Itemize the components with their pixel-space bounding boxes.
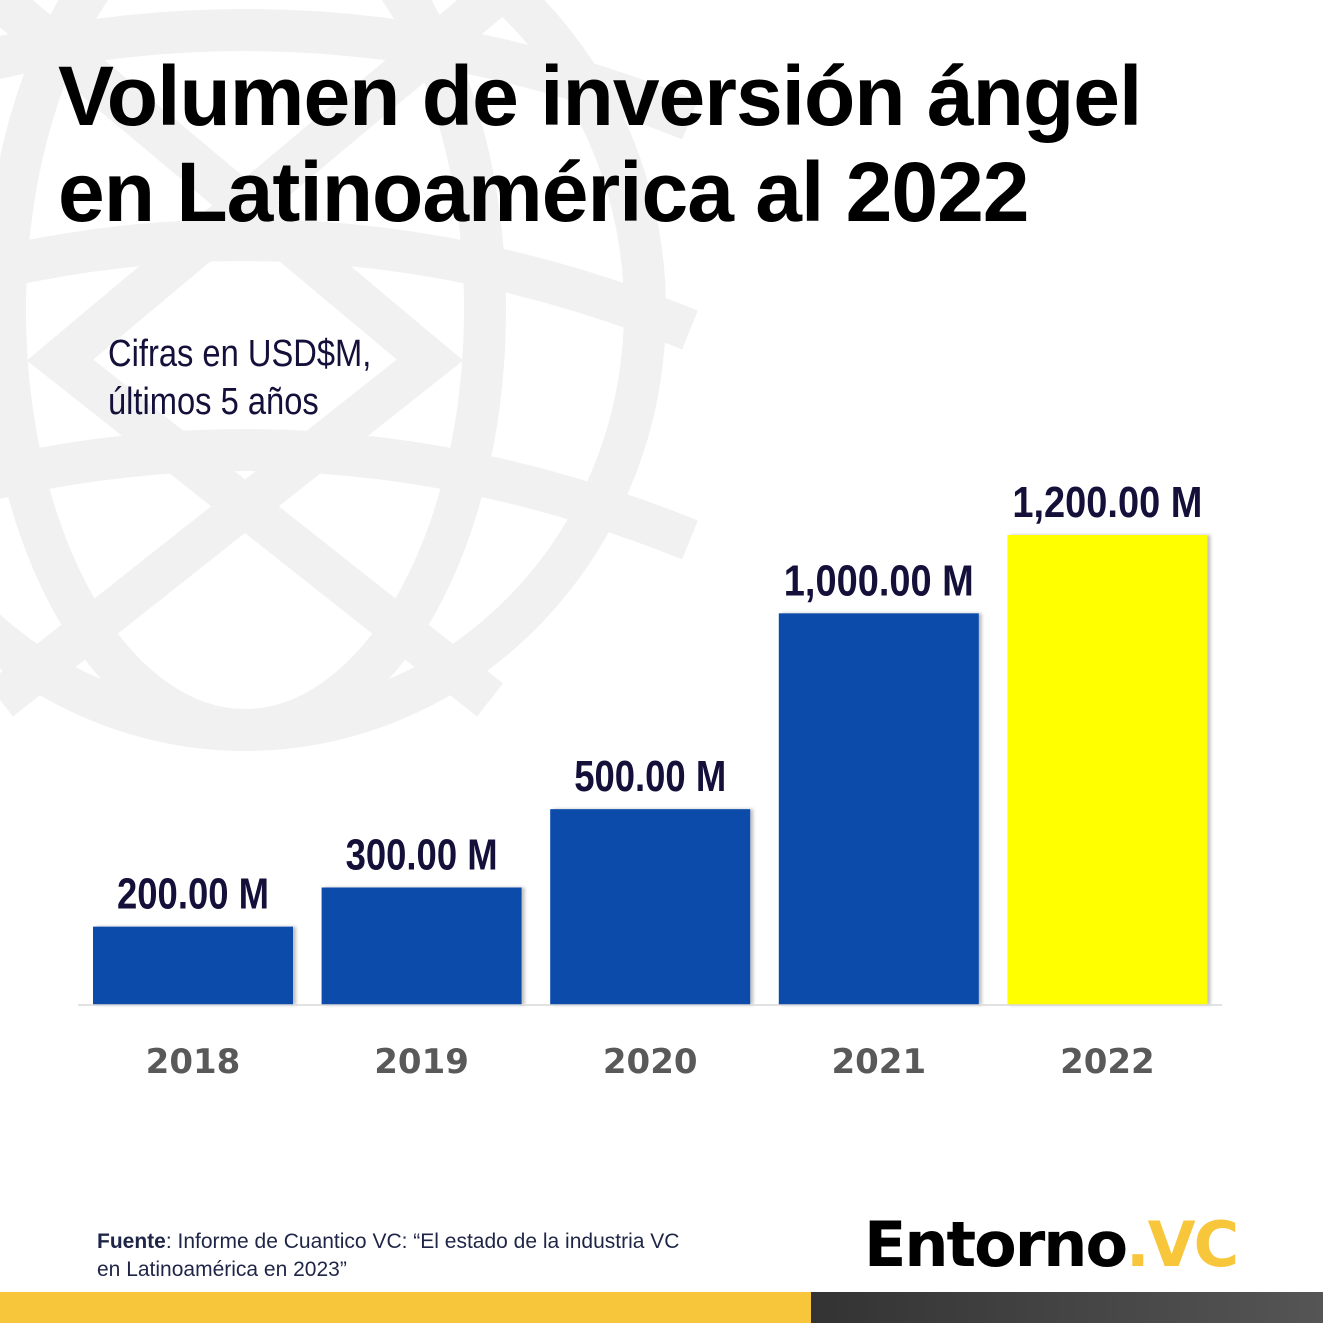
x-tick-label-2019: 2019 xyxy=(374,1042,469,1082)
bar-2020 xyxy=(550,809,751,1005)
bar-2018 xyxy=(93,926,293,1005)
subtitle-line-1: Cifras en USD$M, xyxy=(108,333,372,375)
subtitle-line-2: últimos 5 años xyxy=(108,381,319,423)
brand-logo: Entorno.VC xyxy=(864,1208,1239,1281)
source-note: Fuente: Informe de Cuantico VC: “El esta… xyxy=(97,1228,679,1284)
bar-2019 xyxy=(321,887,522,1005)
x-tick-label-2018: 2018 xyxy=(146,1042,241,1082)
x-tick-label-2022: 2022 xyxy=(1060,1042,1155,1082)
bar-2021 xyxy=(778,613,979,1005)
title-line-2: en Latinoamérica al 2022 xyxy=(58,145,1030,239)
footer-strip-yellow xyxy=(0,1292,811,1323)
data-label-2022: 1,200.00 M xyxy=(1012,478,1202,527)
source-text-line-2: en Latinoamérica en 2023” xyxy=(97,1258,347,1281)
data-label-2021: 1,000.00 M xyxy=(784,556,974,605)
brand-accent: .VC xyxy=(1126,1208,1239,1281)
data-label-2019: 300.00 M xyxy=(346,831,498,880)
source-text: : Informe de Cuantico VC: “El estado de … xyxy=(165,1230,680,1253)
x-tick-label-2020: 2020 xyxy=(603,1042,698,1082)
source-label: Fuente xyxy=(97,1230,166,1253)
data-label-2018: 200.00 M xyxy=(117,870,269,919)
chart-subtitle: Cifras en USD$M, últimos 5 años xyxy=(108,330,371,426)
title-line-1: Volumen de inversión ángel xyxy=(58,49,1142,143)
footer-strip-dark xyxy=(811,1292,1323,1323)
bar-2022 xyxy=(1007,535,1208,1005)
chart-title: Volumen de inversión ángel en Latinoamér… xyxy=(58,48,1142,240)
brand-name: Entorno xyxy=(864,1208,1128,1281)
data-label-2020: 500.00 M xyxy=(574,752,726,801)
x-tick-label-2021: 2021 xyxy=(831,1042,926,1082)
